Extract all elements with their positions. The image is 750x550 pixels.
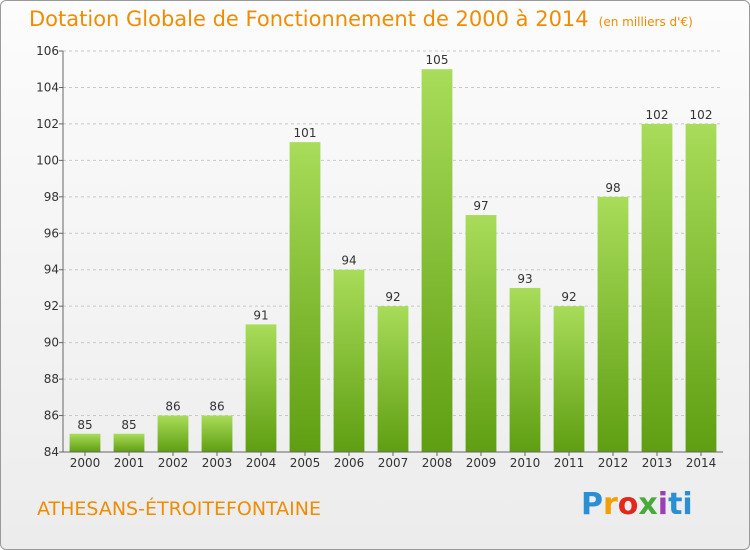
- y-tick-label: 96: [44, 226, 59, 240]
- chart-subtitle: (en milliers d'€): [598, 15, 693, 29]
- bar: [597, 196, 629, 452]
- bar: [465, 215, 497, 452]
- bar-value-label: 97: [473, 199, 488, 213]
- x-tick-label: 2008: [422, 456, 453, 470]
- bar: [641, 123, 673, 452]
- bar: [157, 415, 189, 452]
- bar-value-label: 85: [121, 418, 136, 432]
- logo-letter: P: [581, 487, 603, 522]
- x-tick-label: 2012: [598, 456, 629, 470]
- x-tick-label: 2000: [70, 456, 101, 470]
- logo-letter: i: [657, 487, 669, 522]
- bar-value-label: 86: [209, 400, 224, 414]
- bar-value-label: 93: [517, 272, 532, 286]
- x-axis: 2000 2001 2002 2003 2004 2005 2006 2007 2008 2009…: [63, 451, 723, 470]
- x-tick-label: 2004: [246, 456, 277, 470]
- x-tick-label: 2013: [642, 456, 673, 470]
- y-tick-label: 86: [44, 409, 59, 423]
- x-tick-label: 2007: [378, 456, 409, 470]
- y-tick-label: 100: [36, 153, 59, 167]
- bar: [289, 142, 321, 453]
- bar-value-label: 98: [605, 181, 620, 195]
- y-tick-label: 88: [44, 372, 59, 386]
- y-tick-label: 90: [44, 336, 59, 350]
- x-tick-label: 2009: [466, 456, 497, 470]
- bar-value-label: 102: [690, 108, 713, 122]
- bar-value-label: 105: [426, 53, 449, 67]
- y-tick-label: 94: [44, 263, 59, 277]
- bar-value-label: 92: [385, 290, 400, 304]
- bars: 85 85 86 86 91 101 94 92 105 97 93 92 98 102 102: [69, 53, 717, 453]
- x-tick-label: 2002: [158, 456, 189, 470]
- bar: [685, 123, 717, 452]
- bar-value-label: 102: [646, 108, 669, 122]
- bar: [201, 415, 233, 452]
- y-axis: 84 86 88 90 92 94 96 98 100 102 104 106: [36, 44, 64, 459]
- logo-letter: x: [638, 487, 658, 522]
- bar: [333, 269, 365, 452]
- bar-value-label: 94: [341, 254, 356, 268]
- y-tick-label: 104: [36, 80, 59, 94]
- proxiti-logo: Proxiti: [581, 487, 693, 522]
- logo-letter: r: [603, 487, 618, 522]
- bar-value-label: 92: [561, 290, 576, 304]
- bar-value-label: 86: [165, 400, 180, 414]
- bar: [69, 433, 101, 452]
- commune-name: ATHESANS-ÉTROITEFONTAINE: [37, 498, 321, 520]
- bar: [509, 287, 541, 452]
- logo-letter: ti: [668, 487, 693, 522]
- x-tick-label: 2005: [290, 456, 321, 470]
- x-tick-label: 2006: [334, 456, 365, 470]
- chart-title: Dotation Globale de Fonctionnement de 20…: [29, 7, 693, 31]
- bar: [245, 324, 277, 452]
- y-tick-label: 102: [36, 117, 59, 131]
- y-tick-label: 84: [44, 445, 59, 459]
- bar-value-label: 91: [253, 308, 268, 322]
- chart-title-text: Dotation Globale de Fonctionnement de 20…: [29, 7, 589, 31]
- x-tick-label: 2010: [510, 456, 541, 470]
- y-tick-label: 98: [44, 190, 59, 204]
- bar: [421, 69, 453, 453]
- x-tick-label: 2001: [114, 456, 145, 470]
- y-tick-label: 106: [36, 44, 59, 58]
- x-tick-label: 2014: [686, 456, 717, 470]
- bar-value-label: 85: [77, 418, 92, 432]
- bar: [553, 306, 585, 452]
- x-tick-label: 2003: [202, 456, 233, 470]
- bar: [377, 306, 409, 452]
- bar-value-label: 101: [294, 126, 317, 140]
- x-tick-label: 2011: [554, 456, 585, 470]
- bar: [113, 433, 145, 452]
- logo-letter: o: [617, 487, 639, 522]
- y-tick-label: 92: [44, 299, 59, 313]
